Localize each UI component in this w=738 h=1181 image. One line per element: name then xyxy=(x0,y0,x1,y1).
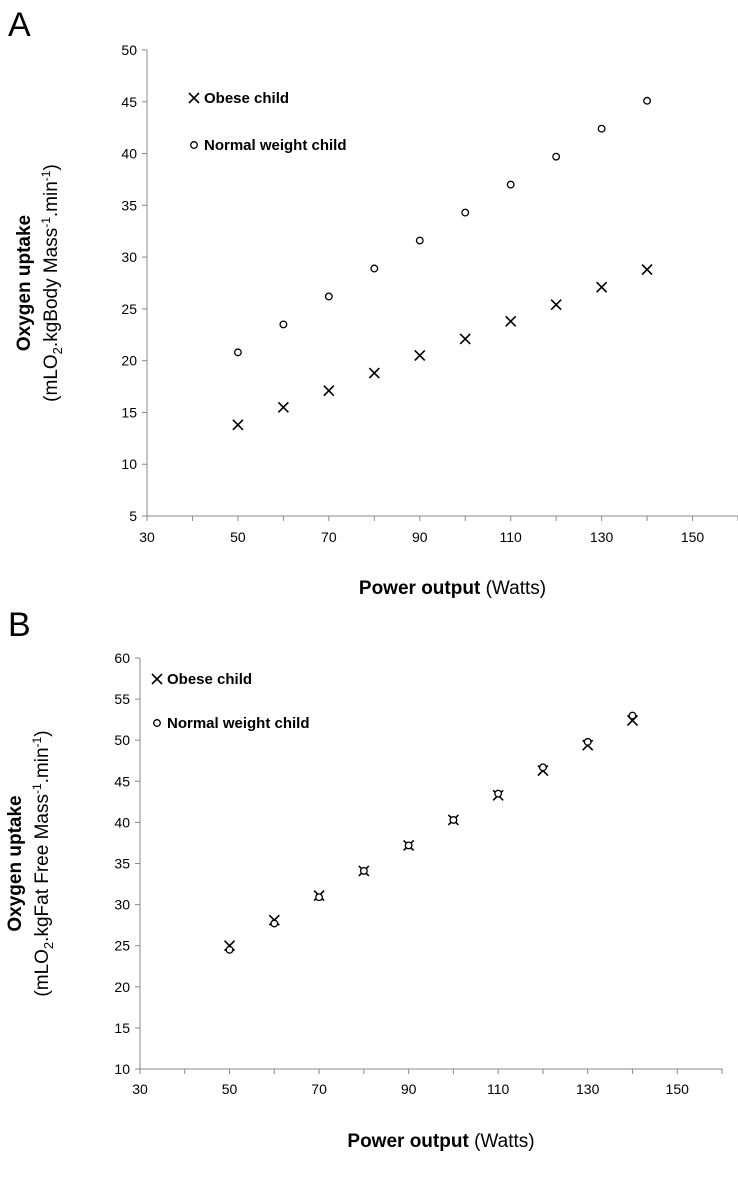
x-tick-label: 70 xyxy=(311,1081,327,1097)
normal-point xyxy=(597,124,606,133)
y-axis-title-line2: (mLO2.kgFat Free Mass-1.min-1) xyxy=(30,730,56,996)
x-axis-title-b: Power output (Watts) xyxy=(347,1131,534,1152)
normal-point xyxy=(324,292,333,301)
y-tick-label: 20 xyxy=(114,979,130,995)
y-tick-label: 35 xyxy=(121,197,137,213)
y-axis-title-b: Oxygen uptake (mLO2.kgFat Free Mass-1.mi… xyxy=(5,730,56,996)
normal-point xyxy=(233,348,242,357)
y-tick-label: 50 xyxy=(114,732,130,748)
normal-point xyxy=(506,180,515,189)
obese-point xyxy=(641,263,653,276)
x-tick-label: 50 xyxy=(230,529,246,545)
obese-point-stroke xyxy=(277,401,289,413)
normal-point xyxy=(552,152,561,161)
legend-marker-normal xyxy=(190,141,198,149)
normal-point xyxy=(538,763,547,772)
obese-point-stroke xyxy=(550,299,562,311)
legend-label-obese: Obese child xyxy=(167,671,252,688)
x-tick-label: 50 xyxy=(222,1081,238,1097)
obese-point xyxy=(368,367,380,379)
x-tick-label: 30 xyxy=(139,529,155,545)
y-tick-label: 25 xyxy=(114,938,130,954)
normal-point xyxy=(628,711,637,720)
x-tick-label: 90 xyxy=(412,529,428,545)
x-tick-label: 130 xyxy=(576,1081,600,1097)
obese-point xyxy=(505,315,517,327)
obese-point-stroke xyxy=(505,315,517,327)
y-axis-title-a: Oxygen uptake (mLO2.kgBody Mass-1.min-1) xyxy=(14,164,65,402)
normal-point xyxy=(583,737,592,746)
x-tick-label: 90 xyxy=(401,1081,417,1097)
chart-panel-a: A Oxygen uptake (mLO2.kgBody Mass-1.min-… xyxy=(8,6,738,599)
normal-point xyxy=(415,236,424,245)
obese-point xyxy=(232,419,244,431)
y-tick-label: 40 xyxy=(121,146,137,162)
legend-marker-obese xyxy=(151,673,163,685)
normal-point xyxy=(404,841,413,850)
obese-point-stroke xyxy=(232,419,244,431)
obese-point-stroke xyxy=(641,263,653,276)
y-tick-label: 20 xyxy=(121,353,137,369)
y-tick-label: 30 xyxy=(114,897,130,913)
x-tick-label: 150 xyxy=(666,1081,690,1097)
legend-label-obese: Obese child xyxy=(204,90,289,107)
x-tick-label: 70 xyxy=(321,529,337,545)
y-tick-label: 35 xyxy=(114,856,130,872)
panel-letter-b: B xyxy=(8,606,31,644)
normal-point xyxy=(279,320,288,329)
x-tick-label: 130 xyxy=(590,529,614,545)
y-tick-label: 15 xyxy=(114,1020,130,1036)
normal-point xyxy=(359,866,368,875)
y-tick-label: 25 xyxy=(121,301,137,317)
y-tick-label: 45 xyxy=(121,94,137,110)
legend-marker-normal xyxy=(153,719,161,727)
x-tick-label: 30 xyxy=(132,1081,148,1097)
legend-marker-obese-stroke xyxy=(188,92,200,104)
normal-point xyxy=(494,789,503,798)
obese-point xyxy=(277,401,289,413)
y-tick-label: 10 xyxy=(114,1061,130,1077)
legend-marker-obese xyxy=(188,92,200,104)
y-axis-title-line1: Oxygen uptake xyxy=(5,795,26,931)
y-axis-title-line2: (mLO2.kgBody Mass-1.min-1) xyxy=(39,164,65,402)
normal-point xyxy=(461,208,470,217)
obese-point-stroke xyxy=(368,367,380,379)
x-tick-label: 110 xyxy=(487,1081,510,1097)
y-tick-label: 5 xyxy=(129,508,137,524)
x-tick-label: 110 xyxy=(500,529,523,545)
legend-marker-obese-stroke xyxy=(151,673,163,685)
normal-point xyxy=(315,893,324,902)
obese-point xyxy=(459,333,471,345)
normal-point xyxy=(643,96,652,105)
chart-panel-b: B Oxygen uptake (mLO2.kgFat Free Mass-1.… xyxy=(5,606,723,1152)
normal-point xyxy=(449,815,458,824)
y-tick-label: 60 xyxy=(114,650,130,666)
x-axis-title-a: Power output (Watts) xyxy=(359,578,546,599)
y-tick-label: 10 xyxy=(121,456,137,472)
obese-point-stroke xyxy=(323,385,335,397)
y-tick-label: 50 xyxy=(121,42,137,58)
legend-label-normal: Normal weight child xyxy=(167,715,310,732)
panel-letter-a: A xyxy=(8,6,31,44)
obese-point xyxy=(550,299,562,311)
normal-point xyxy=(370,264,379,273)
obese-point-stroke xyxy=(414,349,426,362)
y-tick-label: 55 xyxy=(114,691,130,707)
normal-point xyxy=(225,945,234,954)
y-tick-label: 45 xyxy=(114,773,130,789)
x-tick-label: 150 xyxy=(681,529,705,545)
obese-point xyxy=(596,281,608,293)
normal-point xyxy=(270,919,279,928)
obese-point-stroke xyxy=(459,333,471,345)
obese-point-stroke xyxy=(596,281,608,293)
y-tick-label: 15 xyxy=(121,404,137,420)
legend-label-normal: Normal weight child xyxy=(204,137,347,154)
obese-point xyxy=(414,349,426,362)
y-axis-title-line1: Oxygen uptake xyxy=(14,215,35,351)
y-tick-label: 40 xyxy=(114,814,130,830)
y-tick-label: 30 xyxy=(121,249,137,265)
obese-point xyxy=(323,385,335,397)
